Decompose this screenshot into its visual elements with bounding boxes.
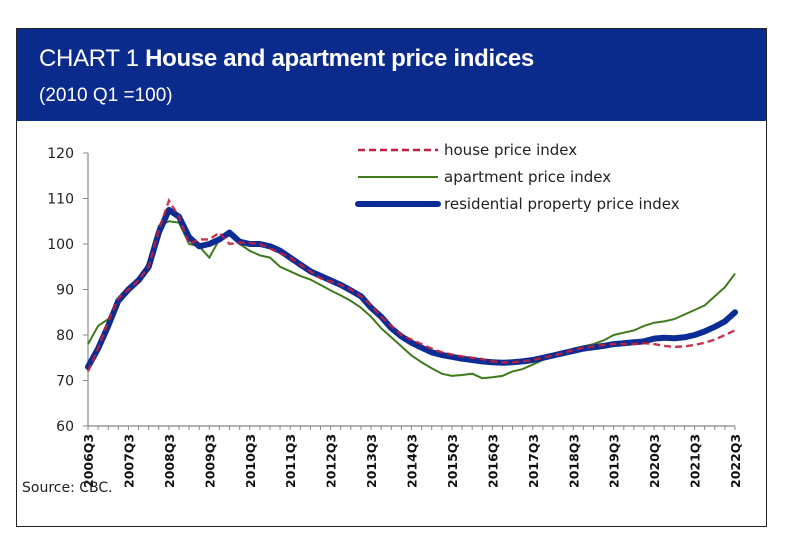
x-tick-label: 2013Q3 (364, 434, 379, 488)
y-tick-label: 110 (47, 192, 74, 208)
x-tick-label: 2011Q3 (283, 434, 298, 488)
y-tick-label: 120 (47, 146, 74, 162)
x-tick-label: 2014Q3 (405, 434, 420, 488)
y-tick-label: 80 (56, 328, 74, 344)
chart-header: CHART 1 House and apartment price indice… (17, 29, 766, 121)
x-tick-label: 2015Q3 (445, 434, 460, 488)
y-tick-label: 90 (56, 283, 74, 299)
x-tick-label: 2007Q3 (121, 434, 136, 488)
x-tick-label: 2020Q3 (647, 434, 662, 488)
x-tick-label: 2017Q3 (526, 434, 541, 488)
legend-label: apartment price index (444, 168, 611, 186)
x-tick-label: 2006Q3 (81, 434, 96, 488)
x-tick-label: 2010Q3 (243, 434, 258, 488)
legend-label: residential property price index (444, 195, 680, 213)
x-tick-label: 2016Q3 (485, 434, 500, 488)
axes: 60 70 80 90 100 110 120 2006Q3 2007Q3 2008Q3 2009Q… (47, 146, 743, 488)
y-tick-label: 70 (56, 374, 74, 390)
house-price-index-line (86, 198, 736, 372)
x-tick-label: 2008Q3 (162, 434, 177, 488)
chart-number: CHART 1 (39, 45, 139, 72)
x-tick-label: 2021Q3 (688, 434, 703, 488)
y-tick-label: 60 (56, 419, 74, 435)
chart-title-text: House and apartment price indices (145, 45, 534, 72)
y-tick-label: 100 (47, 237, 74, 253)
chart-frame: CHART 1 House and apartment price indice… (16, 28, 767, 527)
x-tick-label: 2018Q3 (566, 434, 581, 488)
chart-title: CHART 1 House and apartment price indice… (39, 45, 534, 73)
series-lines (85, 198, 738, 380)
x-tick-label: 2019Q3 (607, 434, 622, 488)
x-tick-label: 2012Q3 (324, 434, 339, 488)
x-tick-label: 2022Q3 (728, 434, 743, 488)
legend-label: house price index (444, 141, 577, 159)
source-note: Source: CBC. (22, 480, 113, 496)
legend: house price index apartment price index re… (355, 141, 680, 213)
chart-subtitle: (2010 Q1 =100) (39, 85, 173, 106)
x-tick-label: 2009Q3 (202, 434, 217, 488)
apartment-price-index-line (87, 220, 736, 380)
